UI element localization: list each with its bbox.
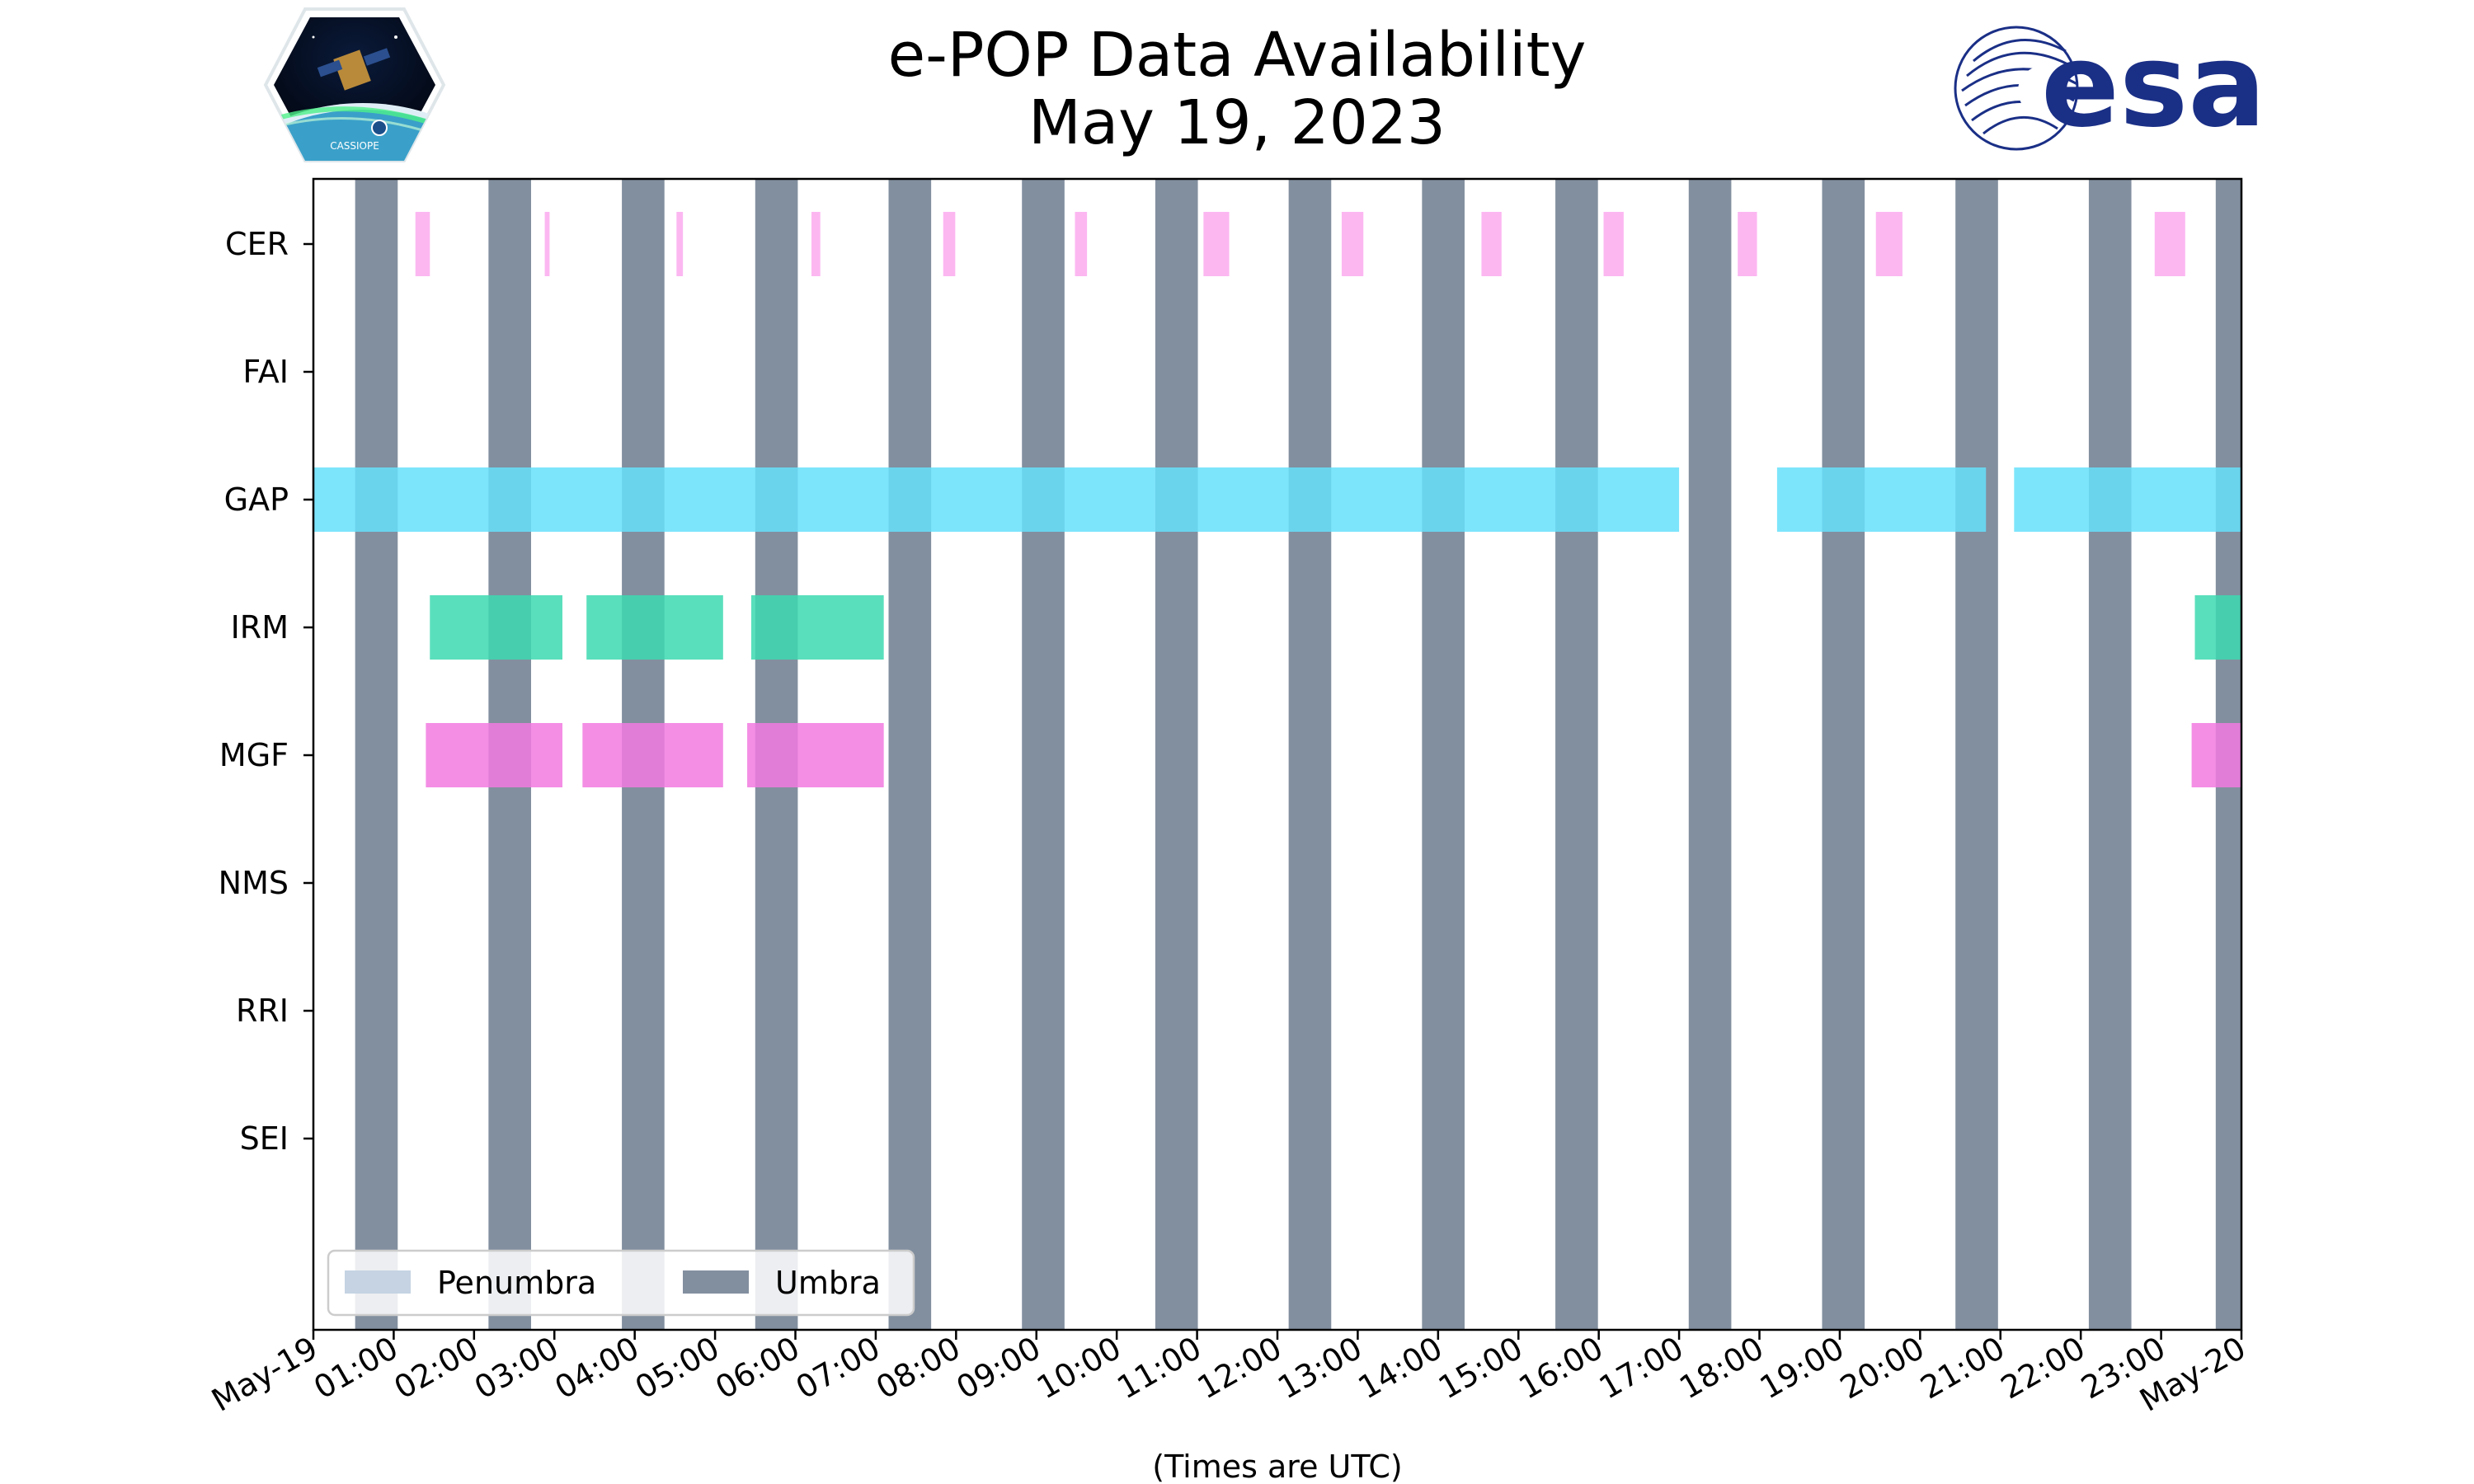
chart-subtitle: May 19, 2023 xyxy=(1028,87,1446,158)
y-tick-label: SEI xyxy=(240,1120,289,1157)
legend-label-umbra: Umbra xyxy=(775,1265,881,1301)
umbra-band xyxy=(1688,179,1732,1330)
x-tick-label: 12:00 xyxy=(1192,1330,1288,1407)
data-bar-mgf xyxy=(747,723,884,787)
legend-swatch-umbra xyxy=(683,1270,749,1294)
esa-logo: esa xyxy=(1954,19,2266,153)
esa-logo-text: esa xyxy=(2041,19,2266,153)
x-tick-label: 07:00 xyxy=(790,1330,887,1407)
x-tick-label: 20:00 xyxy=(1834,1330,1931,1407)
data-bar-irm xyxy=(430,595,562,660)
x-tick-label: 03:00 xyxy=(468,1330,565,1407)
x-tick-label: 18:00 xyxy=(1673,1330,1770,1407)
x-tick-label: 14:00 xyxy=(1352,1330,1448,1407)
legend-box xyxy=(327,1249,915,1317)
data-bar-mgf xyxy=(582,723,723,787)
x-tick-label: 22:00 xyxy=(1995,1330,2091,1407)
x-tick-label: 15:00 xyxy=(1432,1330,1529,1407)
cassiope-logo-caption: CASSIOPE xyxy=(330,140,379,152)
umbra-band xyxy=(888,179,932,1330)
y-tick-label: CER xyxy=(225,226,289,262)
x-tick-label: 17:00 xyxy=(1593,1330,1690,1407)
umbra-band xyxy=(1155,179,1198,1330)
x-tick-label: May-19 xyxy=(205,1330,323,1419)
data-bar-cer xyxy=(1875,212,1903,276)
umbra-band xyxy=(355,179,398,1330)
umbra-band xyxy=(1288,179,1332,1330)
x-tick-label: 06:00 xyxy=(709,1330,806,1407)
x-tick-label: 09:00 xyxy=(950,1330,1047,1407)
cassiope-logo: CASSIOPE xyxy=(263,7,446,162)
data-bar-cer xyxy=(1603,212,1624,276)
data-bar-cer xyxy=(943,212,956,276)
data-bar-cer xyxy=(1738,212,1757,276)
x-tick-label: 16:00 xyxy=(1512,1330,1609,1407)
data-bar-cer xyxy=(1481,212,1502,276)
data-bar-cer xyxy=(811,212,821,276)
data-bar-gap xyxy=(313,467,1680,532)
x-tick-label: 08:00 xyxy=(870,1330,967,1407)
data-bar-cer xyxy=(1075,212,1088,276)
y-tick-label: RRI xyxy=(236,993,289,1029)
y-tick-label: FAI xyxy=(242,354,289,390)
x-tick-label: 02:00 xyxy=(388,1330,484,1407)
data-bar-mgf xyxy=(426,723,562,787)
data-bar-mgf xyxy=(2191,723,2241,787)
legend-swatch-penumbra xyxy=(345,1270,411,1294)
data-bar-irm xyxy=(2194,595,2241,660)
data-bar-cer xyxy=(415,212,430,276)
x-tick-label: 04:00 xyxy=(548,1330,645,1407)
data-bar-cer xyxy=(676,212,684,276)
umbra-band xyxy=(1955,179,1998,1330)
x-tick-label: 21:00 xyxy=(1914,1330,2011,1407)
umbra-band xyxy=(1422,179,1465,1330)
legend-label-penumbra: Penumbra xyxy=(437,1265,596,1301)
x-tick-label: 10:00 xyxy=(1031,1330,1127,1407)
y-tick-label: MGF xyxy=(219,737,289,773)
umbra-band xyxy=(1022,179,1065,1330)
data-bar-cer xyxy=(1341,212,1364,276)
data-bar-irm xyxy=(750,595,884,660)
data-bar-gap xyxy=(2014,467,2241,532)
y-tick-label: NMS xyxy=(219,865,289,901)
umbra-band xyxy=(1555,179,1598,1330)
umbra-band xyxy=(2088,179,2132,1330)
umbra-band xyxy=(1822,179,1865,1330)
x-axis-label: (Times are UTC) xyxy=(1152,1449,1402,1484)
y-tick-label: IRM xyxy=(231,609,289,646)
data-bar-irm xyxy=(586,595,723,660)
data-bar-gap xyxy=(1776,467,1987,532)
x-tick-label: 05:00 xyxy=(629,1330,726,1407)
data-bar-cer xyxy=(1203,212,1230,276)
x-tick-label: 11:00 xyxy=(1111,1330,1207,1407)
chart-title: e-POP Data Availability xyxy=(887,20,1587,91)
data-bar-cer xyxy=(544,212,550,276)
data-bar-cer xyxy=(2154,212,2185,276)
x-tick-label: 19:00 xyxy=(1754,1330,1851,1407)
x-tick-label: 01:00 xyxy=(308,1330,404,1407)
y-tick-label: GAP xyxy=(224,481,289,518)
legend: Penumbra Umbra xyxy=(327,1249,915,1317)
x-tick-label: 13:00 xyxy=(1272,1330,1368,1407)
